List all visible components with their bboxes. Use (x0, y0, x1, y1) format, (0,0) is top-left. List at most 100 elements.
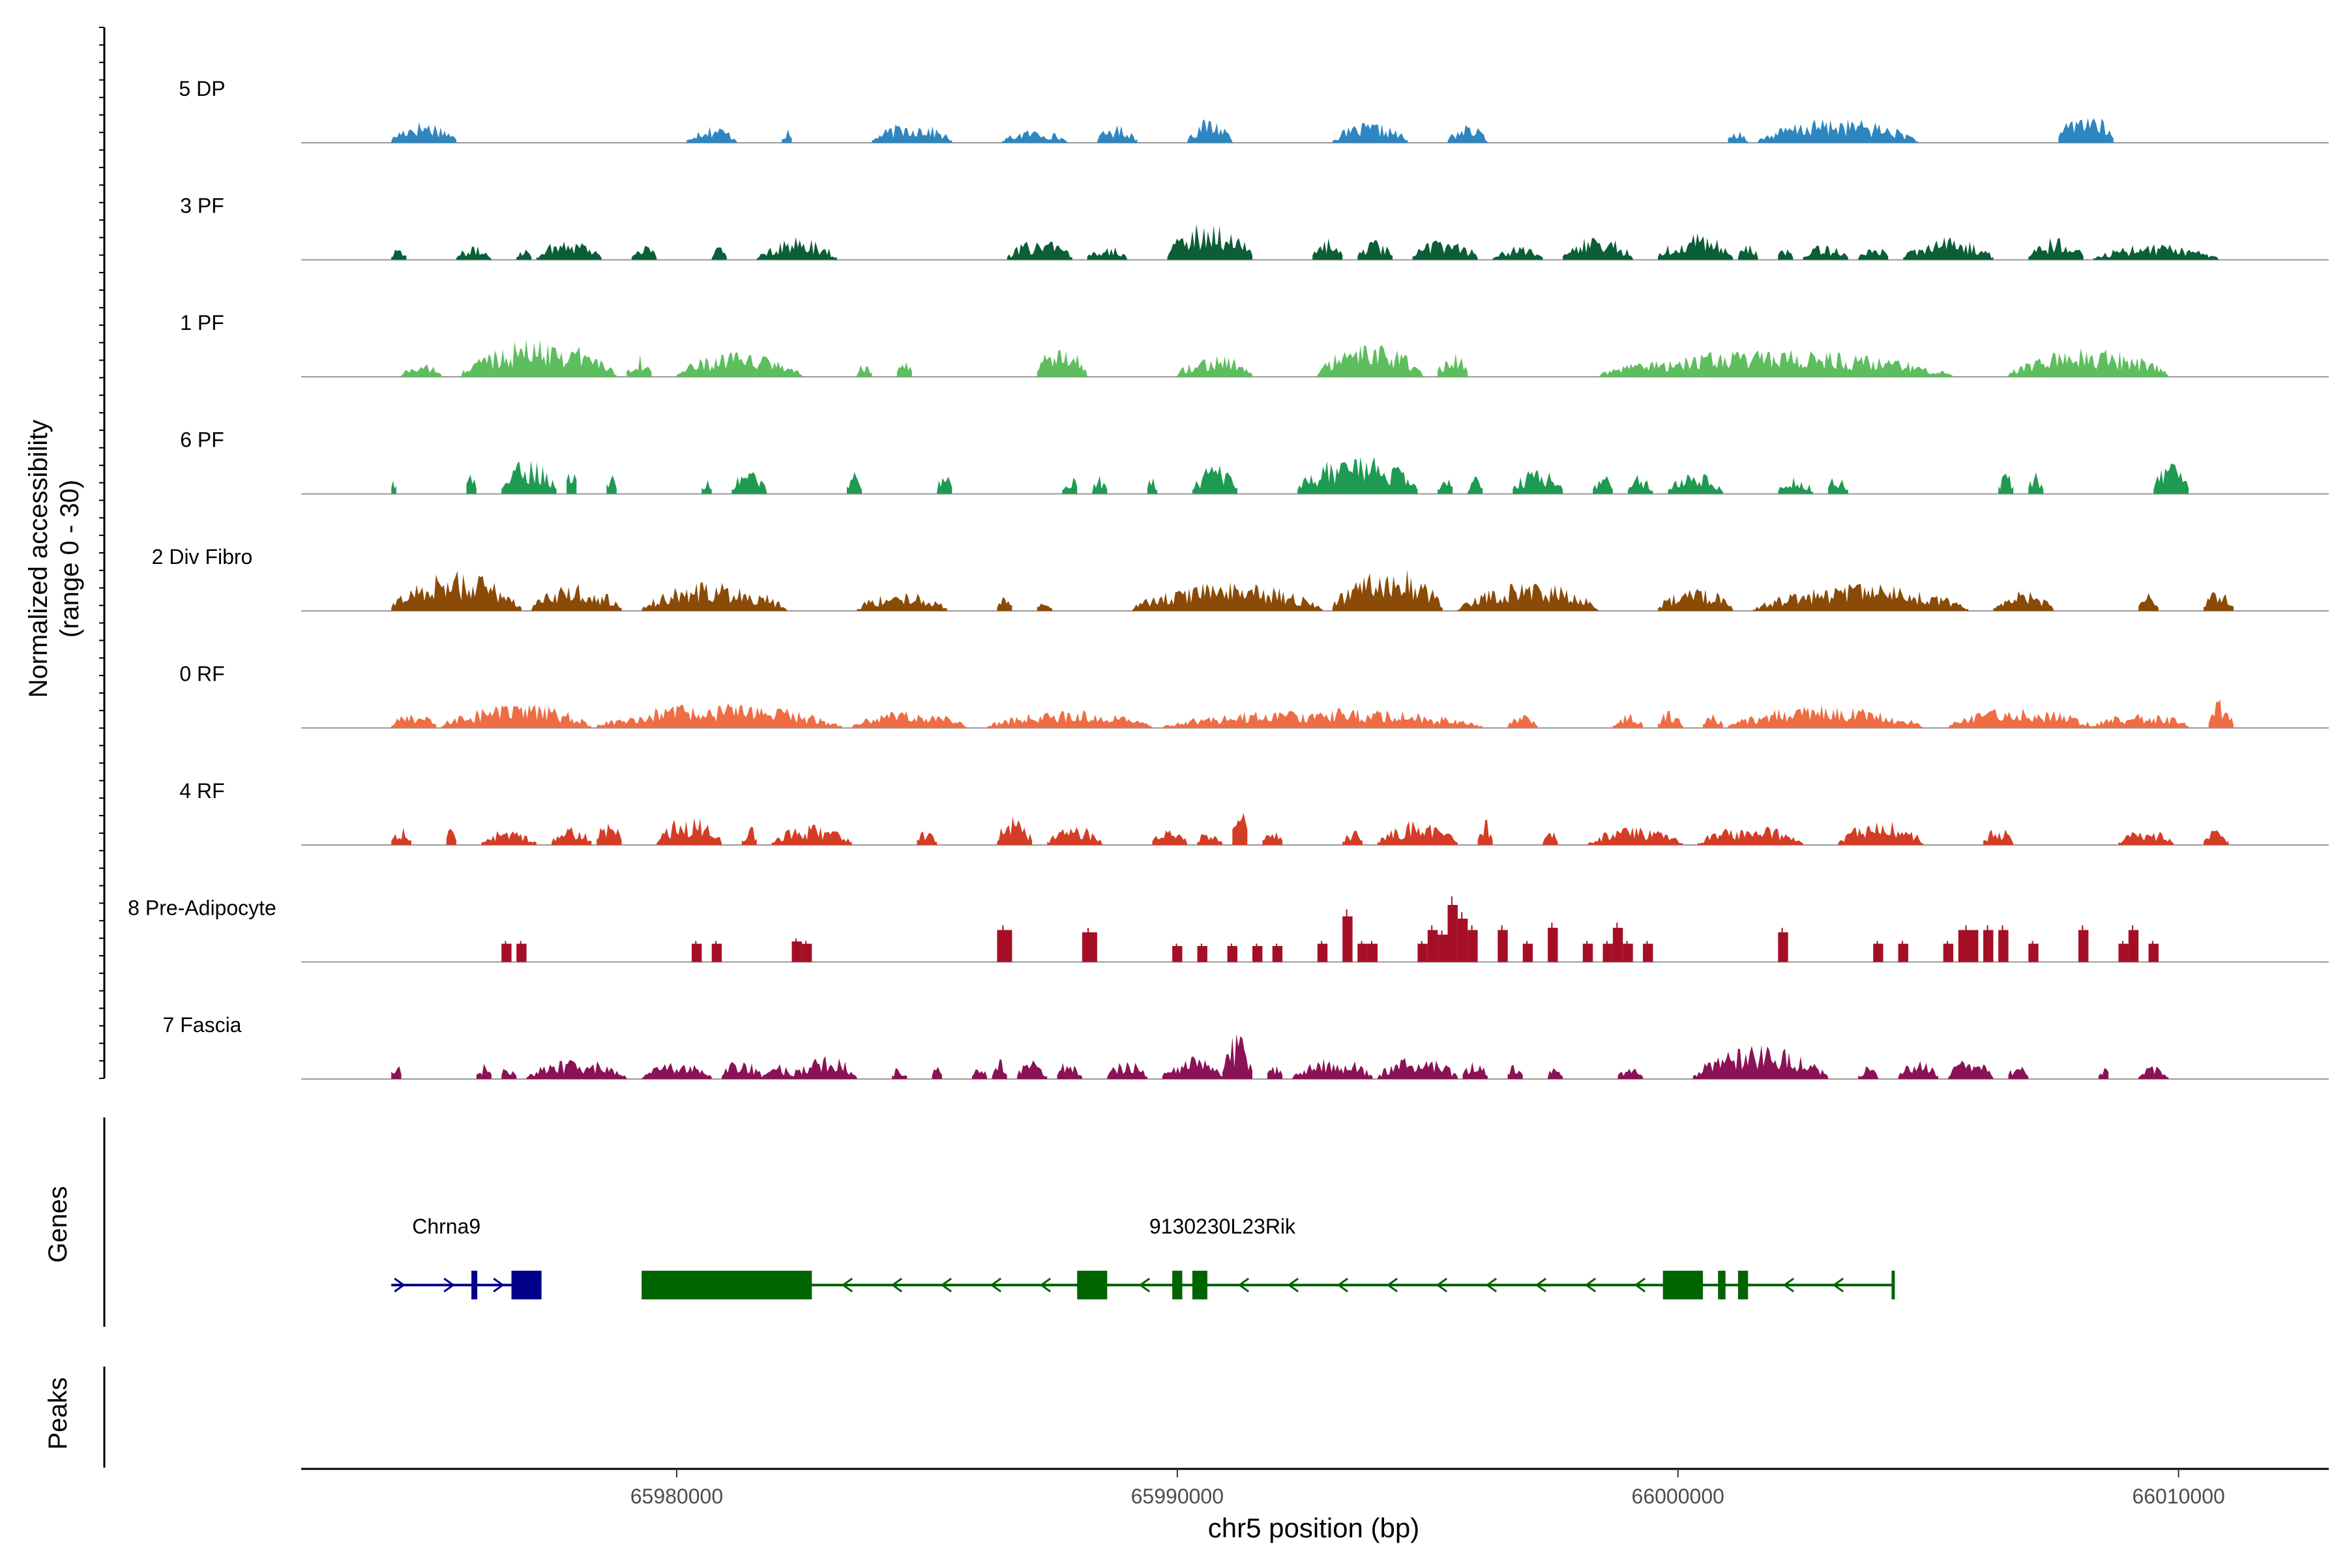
signal-peak (1167, 224, 1252, 260)
signal-spike (1606, 941, 1608, 962)
signal-peak (1548, 1068, 1563, 1079)
gene-exon (642, 1271, 812, 1299)
signal-peak (1062, 477, 1078, 494)
signal-peak (1993, 591, 2054, 611)
signal-peak (847, 472, 862, 494)
signal-peak (1597, 349, 1954, 377)
signal-peak (992, 1059, 1007, 1079)
track-1-pf: 1 PF (180, 311, 2329, 377)
track-6-pf: 6 PF (180, 428, 2329, 495)
signal-peak (516, 249, 532, 260)
signal-peak (481, 831, 537, 845)
signal-spike (1421, 941, 1423, 962)
signal-bar (1582, 943, 1593, 962)
signal-peak (1152, 830, 1188, 845)
signal-peak (1457, 584, 1598, 611)
signal-peak (2138, 1066, 2169, 1079)
signal-peak (1107, 1061, 1147, 1079)
genes-panel: Chrna9 9130230L23Rik (103, 1117, 1895, 1327)
signal-bar (997, 930, 1012, 962)
strand-arrow (891, 1277, 903, 1293)
signal-spike (1986, 925, 1988, 962)
signal-bar (1612, 928, 1623, 962)
signal-spike (2132, 925, 2134, 962)
signal-peak (1332, 123, 1408, 143)
signal-peak (2058, 118, 2114, 143)
signal-bar (1468, 930, 1478, 962)
x-axis-label: chr5 position (bp) (1208, 1513, 1420, 1543)
signal-spike (1965, 925, 1967, 962)
signal-peak (1037, 604, 1052, 611)
signal-peak (1192, 465, 1237, 494)
track-8-pre-adipocyte: 8 Pre-Adipocyte (128, 896, 2329, 963)
signal-spike (1361, 941, 1363, 962)
signal-peak (731, 472, 767, 494)
signal-peak (1017, 1060, 1048, 1079)
signal-bar (801, 943, 812, 962)
signal-peak (1262, 832, 1283, 845)
signal-peak (1698, 826, 1803, 845)
signal-peak (1507, 715, 1538, 728)
signal-peak (972, 1069, 987, 1079)
signal-peak (711, 247, 727, 260)
signal-peak (1222, 1033, 1252, 1079)
signal-peak (851, 711, 967, 728)
signal-peak (1087, 247, 1127, 260)
peaks-panel-label: Peaks (44, 1377, 72, 1449)
signal-bar (1873, 943, 1883, 962)
signal-peak (2204, 830, 2229, 845)
strand-arrow (1287, 1277, 1299, 1293)
signal-bar (1427, 930, 1438, 962)
gene-exon (471, 1271, 478, 1299)
signal-peak (1898, 1061, 1938, 1079)
signal-peak (1617, 1069, 1643, 1079)
signal-spike (1431, 925, 1433, 962)
gene-exon (1662, 1271, 1704, 1299)
signal-peak (1778, 477, 1814, 494)
x-tick-label: 66010000 (2132, 1485, 2224, 1508)
signal-peak (391, 715, 437, 728)
signal-bar (1367, 943, 1378, 962)
signal-spike (1902, 941, 1903, 962)
signal-spike (1175, 943, 1177, 962)
signal-peak (536, 241, 602, 260)
signal-peak (2093, 244, 2219, 260)
strand-arrow (1535, 1277, 1547, 1293)
signal-bar (2028, 943, 2039, 962)
gene-exon (1077, 1271, 1108, 1299)
signal-spike (1451, 896, 1453, 962)
signal-peak (1828, 478, 1848, 494)
x-tick-label: 65990000 (1131, 1485, 1224, 1508)
signal-peak (657, 818, 722, 845)
signal-peak (1057, 1063, 1082, 1079)
signal-spike (1501, 925, 1503, 962)
signal-peak (1658, 233, 1734, 260)
signal-bar (1943, 943, 1954, 962)
strand-arrow (841, 1277, 853, 1293)
track-label: 0 RF (179, 662, 224, 686)
signal-peak (1197, 834, 1222, 845)
signal-spike (2031, 941, 2033, 962)
signal-peak (1477, 819, 1493, 845)
signal-spike (795, 938, 797, 962)
signal-bar (1778, 932, 1788, 962)
signal-peak (401, 364, 441, 377)
signal-peak (476, 1063, 492, 1079)
signal-peak (1778, 249, 1793, 260)
track-label: 7 Fascia (163, 1013, 242, 1037)
signal-peak (501, 460, 557, 494)
signal-peak (1312, 238, 1343, 260)
signal-peak (1668, 474, 1723, 494)
signal-peak (2118, 832, 2174, 845)
signal-spike (1200, 943, 1202, 962)
signal-bar (1898, 943, 1908, 962)
signal-peak (782, 129, 792, 143)
gene-label: 9130230L23Rik (1149, 1215, 1296, 1238)
signal-peak (1267, 1066, 1283, 1079)
signal-spike (1231, 943, 1232, 962)
signal-peak (2028, 472, 2044, 494)
strand-arrow (493, 1277, 505, 1293)
signal-bar (501, 943, 512, 962)
track-label: 4 RF (179, 779, 224, 803)
signal-peak (1948, 1060, 1994, 1079)
